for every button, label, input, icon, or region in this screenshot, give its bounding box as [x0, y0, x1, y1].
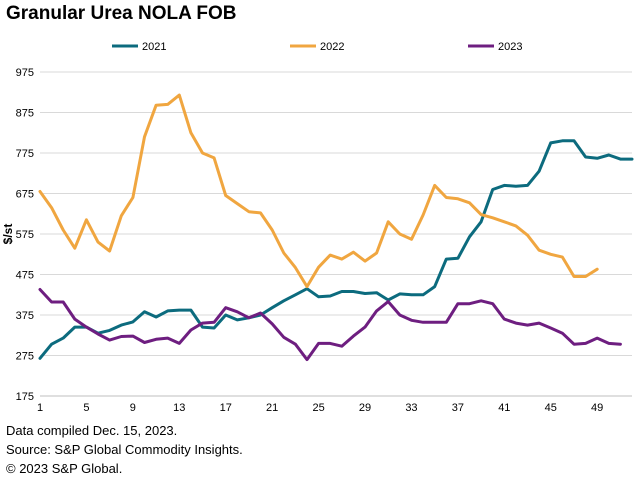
legend: 2021 2022 2023 [112, 41, 522, 53]
legend-label-2023: 2023 [498, 41, 522, 53]
y-tick-label: 475 [16, 270, 34, 282]
x-tick-label: 49 [591, 402, 603, 414]
y-tick-label: 275 [16, 351, 34, 363]
x-tick-label: 33 [405, 402, 417, 414]
axis-layer: 175 275 375 475 575 675 775 875 975 1 5 9 13 17 21 25 29… [16, 67, 632, 414]
y-tick-label: 775 [16, 148, 34, 160]
x-tick-label: 1 [37, 402, 43, 414]
x-tick-label: 17 [220, 402, 232, 414]
y-tick-label: 575 [16, 229, 34, 241]
footnote-copyright: © 2023 S&P Global. [6, 461, 123, 476]
chart-title: Granular Urea NOLA FOB [6, 3, 237, 24]
footnote-source: Source: S&P Global Commodity Insights. [6, 442, 243, 457]
series-line-2023 [38, 288, 622, 362]
x-tick-label: 21 [266, 402, 278, 414]
y-tick-label: 975 [16, 67, 34, 79]
series-layer [38, 93, 634, 362]
y-tick-label: 375 [16, 310, 34, 322]
x-tick-label: 37 [452, 402, 464, 414]
x-tick-label: 29 [359, 402, 371, 414]
series-line-2022 [38, 93, 599, 289]
footnote-date: Data compiled Dec. 15, 2023. [6, 423, 178, 438]
y-tick-label: 175 [16, 391, 34, 403]
x-tick-label: 13 [173, 402, 185, 414]
series-line-2021 [38, 139, 634, 360]
y-axis-label: $/st [1, 224, 15, 245]
x-tick-label: 5 [83, 402, 89, 414]
grid-layer [40, 71, 632, 356]
legend-label-2021: 2021 [142, 41, 166, 53]
x-tick-label: 9 [130, 402, 136, 414]
x-tick-label: 45 [545, 402, 557, 414]
legend-label-2022: 2022 [320, 41, 344, 53]
y-tick-label: 675 [16, 189, 34, 201]
x-tick-label: 25 [312, 402, 324, 414]
x-tick-label: 41 [498, 402, 510, 414]
y-tick-label: 875 [16, 108, 34, 120]
